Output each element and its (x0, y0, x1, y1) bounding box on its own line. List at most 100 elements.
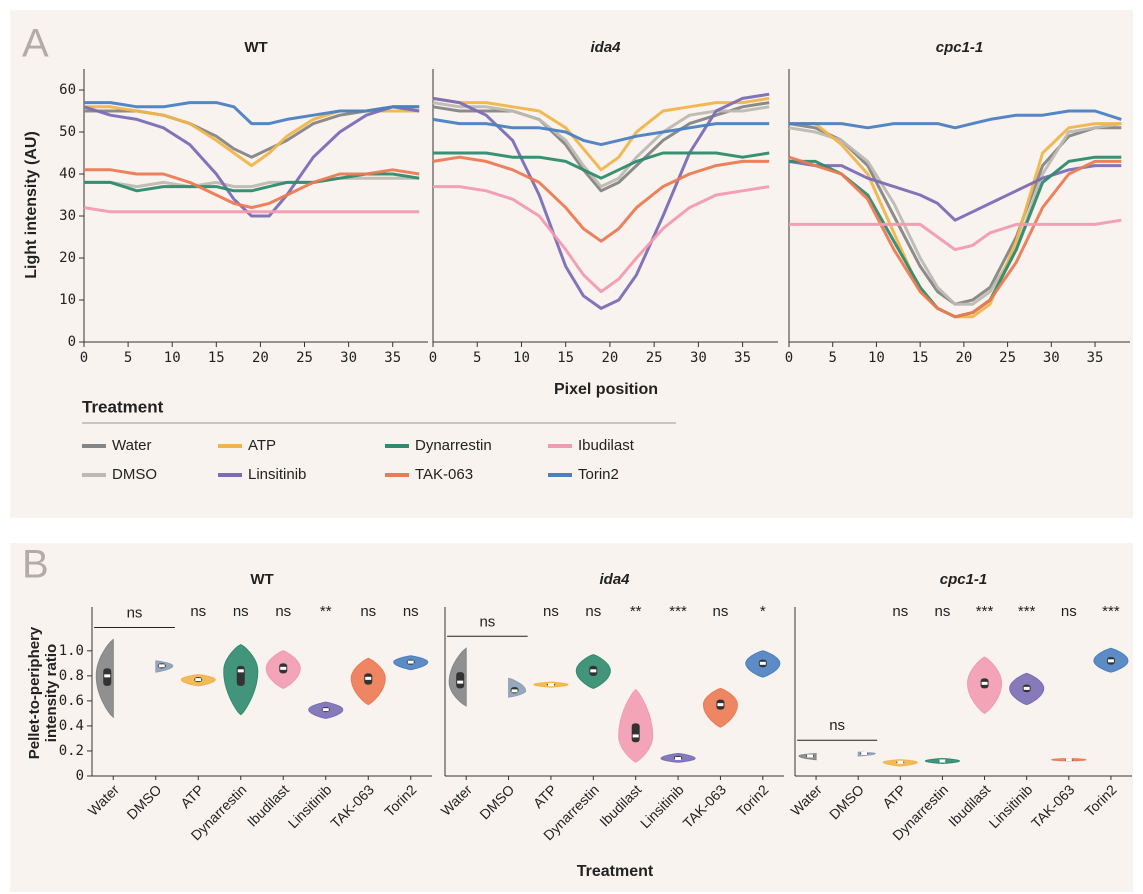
series-line (788, 159, 1122, 222)
significance-label: ns (403, 603, 419, 620)
y-tick-label: 0.2 (59, 743, 84, 759)
legend-title: Treatment (82, 397, 164, 416)
median (939, 759, 946, 763)
control-significance: ns (829, 717, 845, 734)
x-axis-label: Pixel position (554, 381, 658, 398)
median (717, 703, 724, 707)
median (981, 681, 988, 685)
panel-a-background (10, 10, 1133, 518)
y-tick-label: 40 (59, 166, 76, 182)
y-tick-label: 0.6 (59, 693, 84, 709)
significance-label: ns (233, 603, 249, 620)
control-significance: ns (479, 613, 495, 630)
series-line (433, 151, 770, 180)
x-tick-label: 25 (999, 350, 1016, 366)
subplot-title: cpc1-1 (936, 39, 984, 56)
legend-label: DMSO (112, 466, 157, 483)
y-tick-label: 0 (68, 334, 76, 350)
significance-label: ns (585, 603, 601, 620)
subplot-title: WT (250, 571, 273, 588)
median (632, 734, 639, 738)
x-tick-label: 10 (868, 350, 885, 366)
x-tick-label: 35 (734, 350, 751, 366)
significance-label: ns (1061, 603, 1077, 620)
median (365, 676, 372, 680)
median (407, 660, 414, 664)
x-tick-label: 10 (513, 350, 530, 366)
x-tick-label: 5 (124, 350, 132, 366)
series-line (789, 109, 1122, 130)
median (675, 756, 682, 760)
y-tick-label: 10 (59, 292, 76, 308)
x-tick-label: 30 (1043, 350, 1060, 366)
series-line (84, 176, 420, 189)
significance-label: ns (543, 603, 559, 620)
series-line (433, 185, 770, 294)
x-tick-label: 25 (296, 350, 313, 366)
x-tick-label: 0 (429, 350, 437, 366)
series-line (432, 117, 770, 147)
series-line (788, 122, 1122, 306)
significance-label: ns (935, 603, 951, 620)
panel-b-background (10, 543, 1133, 892)
significance-label: ns (360, 603, 376, 620)
median (1023, 686, 1030, 690)
median (511, 689, 518, 693)
significance-label: ns (713, 603, 729, 620)
subplot-title: WT (244, 39, 267, 56)
significance-label: ns (892, 603, 908, 620)
significance-label: *** (1018, 603, 1036, 620)
series-line (788, 155, 1122, 319)
median (897, 760, 904, 764)
y-tick-label: 30 (59, 208, 76, 224)
panel-label: B (22, 543, 49, 587)
y-tick-label: 20 (59, 250, 76, 266)
significance-label: ** (320, 603, 332, 620)
series-line (432, 101, 770, 193)
x-tick-label: 35 (1087, 350, 1104, 366)
median (759, 661, 766, 665)
x-tick-label: 30 (340, 350, 357, 366)
series-line (84, 168, 420, 210)
significance-label: ** (630, 603, 642, 620)
significance-label: ns (190, 603, 206, 620)
y-axis-label: Light intensity (AU) (23, 131, 40, 279)
x-tick-label: 35 (384, 350, 401, 366)
x-tick-label: 15 (208, 350, 225, 366)
box (631, 723, 640, 743)
series-line (83, 206, 420, 214)
median (590, 669, 597, 673)
legend-label: Linsitinib (248, 466, 306, 483)
legend-label: TAK-063 (415, 466, 473, 483)
series-line (789, 218, 1122, 252)
significance-label: ns (275, 603, 291, 620)
median (457, 680, 464, 684)
legend-label: Dynarrestin (415, 437, 492, 454)
median (1065, 758, 1072, 762)
x-tick-label: 15 (912, 350, 929, 366)
y-tick-label: 0 (76, 768, 84, 784)
median (280, 666, 287, 670)
x-tick-label: 20 (955, 350, 972, 366)
x-axis-label: Treatment (577, 863, 654, 880)
legend-label: ATP (248, 437, 276, 454)
median (807, 754, 814, 758)
y-tick-label: 60 (59, 82, 76, 98)
x-tick-label: 25 (646, 350, 663, 366)
series-line (432, 155, 770, 243)
series-line (84, 101, 420, 126)
subplot-title: ida4 (599, 571, 630, 588)
legend-label: Torin2 (578, 466, 619, 483)
significance-label: * (760, 603, 766, 620)
significance-label: *** (1102, 603, 1120, 620)
median (1107, 659, 1114, 663)
median (195, 678, 202, 682)
panel-label: A (22, 22, 49, 66)
x-tick-label: 15 (557, 350, 574, 366)
y-tick-label: 0.4 (59, 718, 84, 734)
box (236, 665, 245, 686)
series-line (83, 105, 420, 218)
legend-label: Water (112, 437, 151, 454)
